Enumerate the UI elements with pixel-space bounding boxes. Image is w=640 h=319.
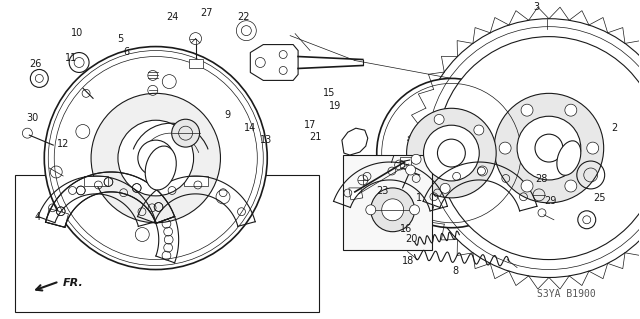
Text: 2: 2 [611,123,618,133]
Text: 21: 21 [309,132,322,142]
Circle shape [434,115,444,124]
Circle shape [406,165,415,175]
Text: 15: 15 [323,88,336,98]
Circle shape [366,205,376,215]
Ellipse shape [557,141,581,175]
Circle shape [517,116,580,180]
Text: 7: 7 [388,154,394,165]
Circle shape [377,78,526,228]
FancyBboxPatch shape [343,155,433,250]
Circle shape [279,66,287,74]
Text: 13: 13 [260,136,272,145]
Circle shape [279,50,287,58]
Polygon shape [342,128,368,155]
Text: 10: 10 [70,27,83,38]
Circle shape [424,125,479,181]
Text: 3: 3 [534,2,540,12]
Text: 9: 9 [225,110,230,120]
Text: 14: 14 [244,123,256,133]
Circle shape [438,139,465,167]
Circle shape [440,183,450,193]
Circle shape [535,134,563,162]
Polygon shape [45,209,68,227]
Circle shape [358,175,368,185]
Text: 20: 20 [406,234,418,244]
Circle shape [565,104,577,116]
Circle shape [371,188,415,232]
Circle shape [172,119,200,147]
Text: S3YA B1900: S3YA B1900 [538,289,596,300]
Text: 8: 8 [452,266,458,276]
Text: 29: 29 [545,196,557,206]
Text: 18: 18 [402,256,414,266]
Circle shape [91,93,220,223]
Polygon shape [184,176,207,186]
Text: 11: 11 [65,53,77,63]
Text: 12: 12 [57,139,70,149]
Text: 23: 23 [376,186,388,196]
Polygon shape [250,45,298,80]
Polygon shape [84,176,108,186]
Circle shape [565,180,577,192]
Circle shape [438,37,640,260]
Text: 17: 17 [303,120,316,130]
Circle shape [521,180,533,192]
Circle shape [410,205,420,215]
Text: 16: 16 [400,224,412,234]
Circle shape [587,142,598,154]
Text: 6: 6 [124,47,129,56]
Circle shape [474,125,484,135]
Text: 25: 25 [593,193,605,203]
Text: 26: 26 [29,59,42,69]
Circle shape [420,19,640,278]
Circle shape [118,120,193,196]
Polygon shape [189,58,202,69]
Text: FR.: FR. [63,278,84,288]
Circle shape [255,57,265,68]
Circle shape [411,154,421,164]
Circle shape [381,199,404,221]
Text: 22: 22 [237,12,250,22]
Circle shape [477,166,488,176]
Text: 28: 28 [536,174,548,184]
Ellipse shape [145,146,176,190]
Polygon shape [399,157,411,168]
Polygon shape [349,188,363,200]
Text: 24: 24 [166,12,179,22]
Text: 4: 4 [35,212,41,222]
Circle shape [406,108,496,198]
Text: 5: 5 [118,34,124,44]
Text: 30: 30 [26,113,38,123]
Circle shape [521,104,533,116]
Circle shape [499,142,511,154]
Circle shape [494,93,604,203]
Bar [15,175,319,312]
Text: 1: 1 [416,193,422,203]
Text: 27: 27 [200,9,213,19]
Text: 19: 19 [329,100,341,111]
Circle shape [44,47,268,270]
Circle shape [138,140,173,176]
